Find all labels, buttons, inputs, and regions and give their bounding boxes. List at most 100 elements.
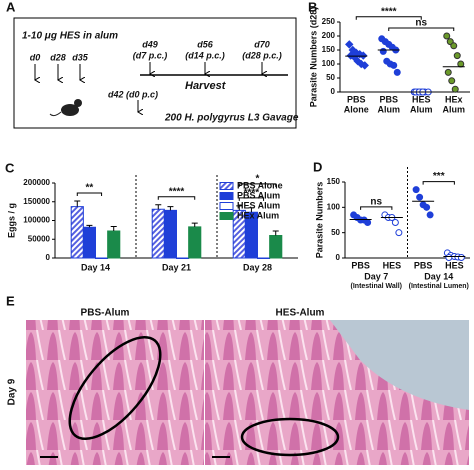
- histology-image: [26, 320, 204, 465]
- data-point: [451, 85, 459, 93]
- y-axis-label: Parasite Numbers (d28): [308, 7, 318, 108]
- significance-label: ns: [370, 197, 382, 208]
- significance-label: ****: [381, 6, 397, 17]
- significance-label: ***: [433, 171, 445, 182]
- bar: [107, 230, 121, 259]
- dose: 1-10 μg HES in alum: [22, 31, 118, 42]
- column-label: HES-Alum: [276, 308, 325, 319]
- group-label: (Intestinal Lumen): [409, 283, 469, 290]
- data-point: [345, 40, 354, 49]
- data-point: [450, 42, 458, 50]
- x-tick-label: HEx: [445, 94, 463, 104]
- mouse-icon: [49, 99, 82, 117]
- outline: [240, 417, 340, 457]
- x-tick-label: Alum: [410, 104, 433, 114]
- data-point: [445, 253, 453, 261]
- significance-label: *: [256, 174, 260, 185]
- data-point: [443, 32, 451, 40]
- data-point: [448, 77, 456, 85]
- significance-label: **: [86, 183, 94, 194]
- bar: [151, 208, 165, 259]
- x-tick-label: HES: [383, 260, 402, 270]
- y-tick-label: 0: [46, 253, 51, 262]
- x-tick-label: Day 14: [81, 262, 110, 272]
- data-point: [453, 52, 461, 60]
- legend-label: PBS Alone: [237, 180, 283, 190]
- y-tick-label: 150000: [23, 197, 50, 206]
- x-tick-label: Alum: [443, 104, 466, 114]
- significance-label: ns: [415, 18, 427, 29]
- harvest: Harvest: [185, 80, 227, 92]
- significance-bracket: [360, 206, 393, 210]
- error-bar: [155, 204, 162, 210]
- data-point: [395, 229, 403, 237]
- day: d28: [50, 52, 66, 62]
- y-tick-label: 150: [327, 177, 341, 186]
- x-tick-label: Day 28: [243, 262, 272, 272]
- panel-letter: E: [6, 293, 15, 308]
- significance-bracket: [355, 16, 422, 20]
- x-tick-label: PBS: [347, 94, 366, 104]
- data-point: [426, 211, 434, 219]
- x-tick-label: HES: [445, 260, 464, 270]
- significance-bracket: [76, 192, 103, 196]
- arrows: [35, 62, 262, 112]
- error-bar: [74, 200, 81, 207]
- y-tick-label: 100: [327, 202, 341, 211]
- x-tick-label: HES: [412, 94, 431, 104]
- panel-e: E PBS-Alum HES-Alum Day 9: [6, 293, 469, 465]
- y-tick-label: 150: [322, 45, 336, 54]
- data-point: [391, 219, 399, 227]
- y-tick-label: 100: [322, 59, 336, 68]
- y-tick-label: 200000: [23, 178, 50, 187]
- panel-letter: A: [6, 0, 16, 14]
- y-tick-label: 100000: [23, 216, 50, 225]
- data-point: [390, 61, 398, 69]
- data-point: [379, 47, 387, 55]
- panel-letter: D: [313, 159, 322, 174]
- outline: [68, 335, 162, 441]
- bar: [269, 235, 283, 259]
- legend-swatch: [219, 212, 234, 220]
- data-point: [360, 61, 369, 70]
- group-label: Day 7: [364, 271, 388, 281]
- bar: [163, 209, 178, 259]
- data-point: [393, 68, 401, 76]
- legend-swatch: [219, 182, 234, 190]
- y-axis-label: Eggs / g: [6, 203, 16, 238]
- error-bar: [110, 226, 117, 231]
- legend-swatch: [219, 192, 234, 200]
- y-tick-label: 50000: [28, 234, 51, 243]
- y-tick-label: 0: [336, 253, 341, 262]
- x-tick-label: PBS: [414, 260, 433, 270]
- y-tick-label: 50: [326, 73, 335, 82]
- x-tick-label: PBS: [351, 260, 370, 270]
- data-point: [359, 51, 368, 60]
- significance-label: ****: [169, 186, 185, 197]
- error-bar: [86, 224, 93, 228]
- y-tick-label: 200: [322, 31, 336, 40]
- data-point: [423, 203, 431, 211]
- panel-a: A 1-10 μg HES in alum d0 d28 d35 d49 d56…: [6, 0, 299, 129]
- day: d0: [30, 52, 41, 62]
- x-tick-label: Alone: [344, 104, 369, 114]
- challenge: 200 H. polygyrus L3 Gavage: [164, 113, 299, 124]
- bar: [257, 257, 271, 259]
- significance-bracket: [157, 196, 196, 200]
- day-pc: (d28 p.c.): [242, 50, 282, 60]
- panel-letter: B: [308, 0, 317, 14]
- y-tick-label: 250: [322, 17, 336, 26]
- challenge-day: d42 (d0 p.c): [108, 89, 158, 99]
- error-bar: [248, 207, 255, 213]
- error-bar: [272, 230, 279, 236]
- error-bar: [167, 206, 174, 211]
- data-point: [444, 68, 452, 76]
- day-pc: (d7 p.c.): [133, 50, 168, 60]
- data-point: [412, 186, 420, 194]
- y-tick-label: 50: [331, 228, 340, 237]
- legend-label: PBS Alum: [237, 190, 280, 200]
- significance-bracket: [422, 181, 455, 185]
- bar: [70, 206, 84, 259]
